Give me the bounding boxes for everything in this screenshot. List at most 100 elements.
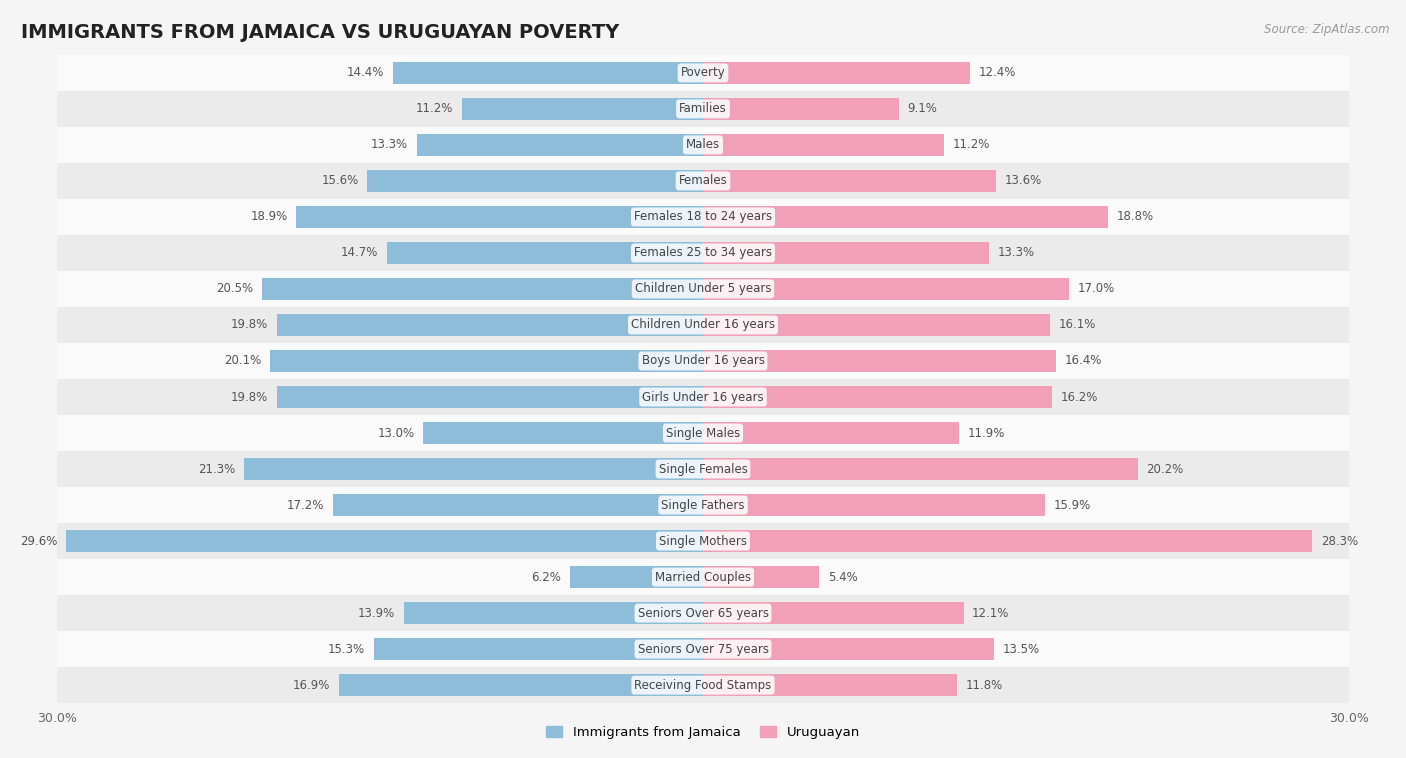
Text: 13.0%: 13.0%	[377, 427, 415, 440]
Bar	[58, 343, 1348, 379]
Text: Seniors Over 75 years: Seniors Over 75 years	[637, 643, 769, 656]
Bar	[277, 386, 703, 408]
Text: 5.4%: 5.4%	[828, 571, 858, 584]
Text: Receiving Food Stamps: Receiving Food Stamps	[634, 678, 772, 691]
Text: 13.3%: 13.3%	[371, 139, 408, 152]
Bar	[703, 674, 957, 697]
Legend: Immigrants from Jamaica, Uruguayan: Immigrants from Jamaica, Uruguayan	[541, 720, 865, 744]
Bar	[58, 55, 1348, 91]
Text: 12.4%: 12.4%	[979, 67, 1017, 80]
Bar	[58, 631, 1348, 667]
Bar	[703, 350, 1056, 372]
Text: Females: Females	[679, 174, 727, 187]
Text: 20.2%: 20.2%	[1146, 462, 1184, 475]
Bar	[277, 314, 703, 336]
Bar	[703, 205, 1108, 228]
Text: 11.2%: 11.2%	[416, 102, 453, 115]
Text: 21.3%: 21.3%	[198, 462, 236, 475]
Bar	[416, 133, 703, 156]
Bar	[58, 523, 1348, 559]
Text: 17.0%: 17.0%	[1077, 283, 1115, 296]
Text: 18.9%: 18.9%	[250, 211, 287, 224]
Bar	[703, 530, 1312, 553]
Bar	[58, 379, 1348, 415]
Text: 15.9%: 15.9%	[1054, 499, 1091, 512]
Text: 16.4%: 16.4%	[1064, 355, 1102, 368]
Text: 12.1%: 12.1%	[972, 606, 1010, 619]
Bar	[569, 566, 703, 588]
Text: 16.2%: 16.2%	[1060, 390, 1098, 403]
Text: 20.1%: 20.1%	[225, 355, 262, 368]
Bar	[333, 494, 703, 516]
Bar	[58, 487, 1348, 523]
Bar	[703, 566, 820, 588]
Text: 14.7%: 14.7%	[340, 246, 378, 259]
Text: 13.3%: 13.3%	[998, 246, 1035, 259]
Text: 19.8%: 19.8%	[231, 318, 269, 331]
Bar	[703, 638, 994, 660]
Bar	[58, 667, 1348, 703]
Bar	[270, 350, 703, 372]
Bar	[703, 242, 990, 264]
Bar	[245, 458, 703, 481]
Text: Males: Males	[686, 139, 720, 152]
Bar	[392, 61, 703, 84]
Text: Single Fathers: Single Fathers	[661, 499, 745, 512]
Text: Females 25 to 34 years: Females 25 to 34 years	[634, 246, 772, 259]
Text: Children Under 5 years: Children Under 5 years	[634, 283, 772, 296]
Text: 19.8%: 19.8%	[231, 390, 269, 403]
Bar	[423, 422, 703, 444]
Bar	[58, 307, 1348, 343]
Bar	[387, 242, 703, 264]
Bar	[703, 458, 1137, 481]
Text: 17.2%: 17.2%	[287, 499, 325, 512]
Text: 11.8%: 11.8%	[966, 678, 1002, 691]
Bar	[58, 415, 1348, 451]
Text: 13.5%: 13.5%	[1002, 643, 1039, 656]
Bar	[297, 205, 703, 228]
Bar	[703, 133, 945, 156]
Text: 9.1%: 9.1%	[907, 102, 938, 115]
Text: Single Mothers: Single Mothers	[659, 534, 747, 547]
Bar	[58, 271, 1348, 307]
Text: 20.5%: 20.5%	[217, 283, 253, 296]
Bar	[58, 91, 1348, 127]
Bar	[58, 595, 1348, 631]
Text: Poverty: Poverty	[681, 67, 725, 80]
Bar	[66, 530, 703, 553]
Bar	[58, 235, 1348, 271]
Bar	[703, 494, 1045, 516]
Text: Single Females: Single Females	[658, 462, 748, 475]
Text: 16.1%: 16.1%	[1059, 318, 1095, 331]
Text: IMMIGRANTS FROM JAMAICA VS URUGUAYAN POVERTY: IMMIGRANTS FROM JAMAICA VS URUGUAYAN POV…	[21, 23, 619, 42]
Text: Girls Under 16 years: Girls Under 16 years	[643, 390, 763, 403]
Bar	[703, 170, 995, 192]
Text: 14.4%: 14.4%	[347, 67, 384, 80]
Bar	[703, 602, 963, 625]
Text: Children Under 16 years: Children Under 16 years	[631, 318, 775, 331]
Text: 28.3%: 28.3%	[1320, 534, 1358, 547]
Text: 6.2%: 6.2%	[531, 571, 561, 584]
Text: 11.9%: 11.9%	[967, 427, 1005, 440]
Bar	[461, 98, 703, 120]
Bar	[374, 638, 703, 660]
Text: Married Couples: Married Couples	[655, 571, 751, 584]
Text: Families: Families	[679, 102, 727, 115]
Bar	[404, 602, 703, 625]
Bar	[262, 277, 703, 300]
Bar	[703, 422, 959, 444]
Text: Boys Under 16 years: Boys Under 16 years	[641, 355, 765, 368]
Bar	[703, 61, 970, 84]
Bar	[367, 170, 703, 192]
Text: 13.6%: 13.6%	[1004, 174, 1042, 187]
Bar	[703, 314, 1050, 336]
Text: Single Males: Single Males	[666, 427, 740, 440]
Text: 15.3%: 15.3%	[328, 643, 366, 656]
Text: 15.6%: 15.6%	[322, 174, 359, 187]
Bar	[58, 199, 1348, 235]
Bar	[58, 559, 1348, 595]
Text: 18.8%: 18.8%	[1116, 211, 1153, 224]
Bar	[339, 674, 703, 697]
Text: Seniors Over 65 years: Seniors Over 65 years	[637, 606, 769, 619]
Text: 13.9%: 13.9%	[359, 606, 395, 619]
